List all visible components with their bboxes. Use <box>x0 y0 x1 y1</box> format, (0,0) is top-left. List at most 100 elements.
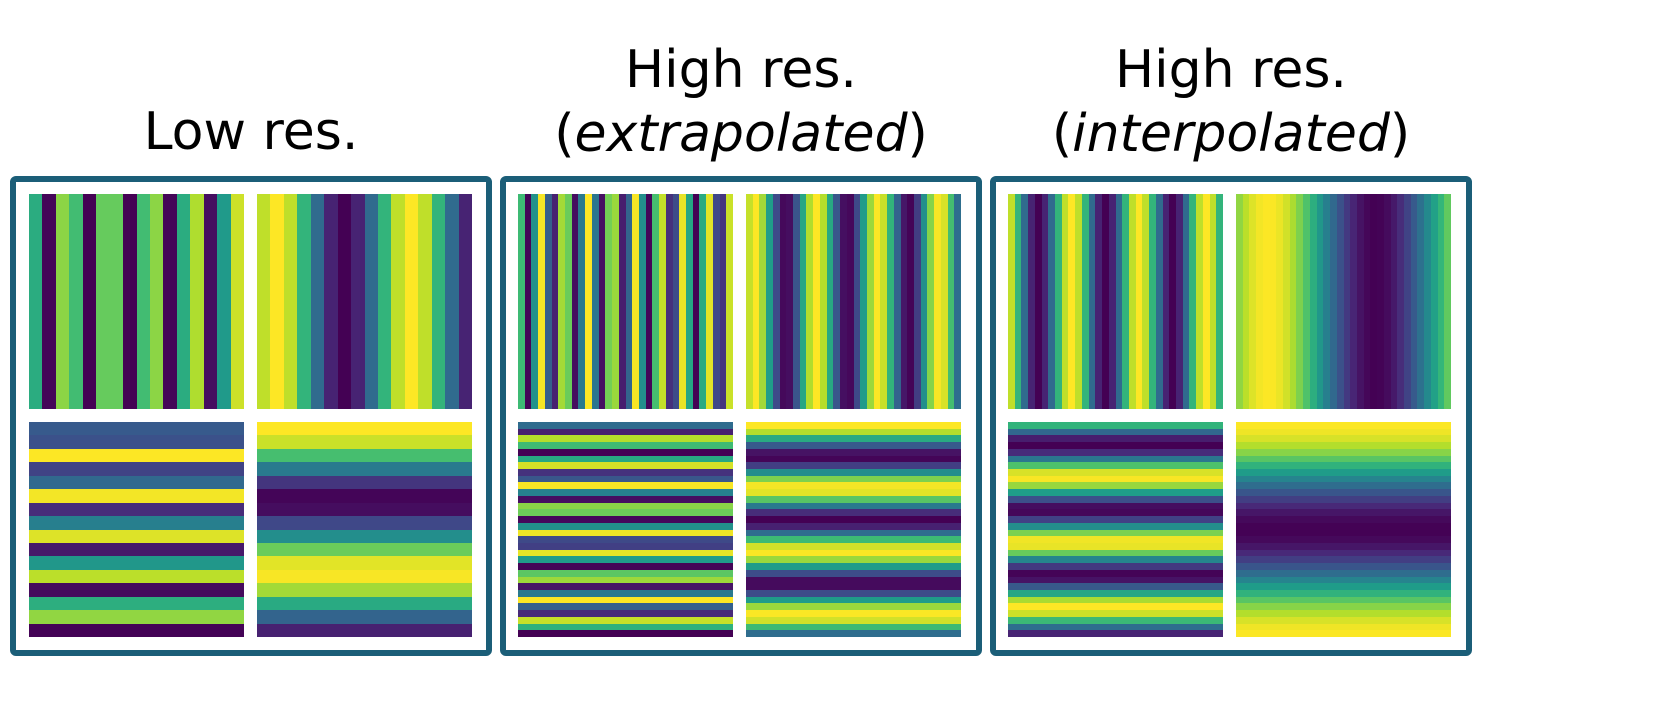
pattern-stripe <box>518 603 733 611</box>
pattern-stripe <box>913 194 921 409</box>
pattern-stripe <box>518 583 733 590</box>
pattern-stripe <box>1095 194 1103 409</box>
pattern-stripe <box>257 435 472 449</box>
pattern-stripe <box>746 563 961 570</box>
pattern-tile-extrapolated-horizontal-high-freq <box>518 422 733 637</box>
pattern-stripe <box>1236 469 1451 476</box>
pattern-stripe <box>1236 442 1451 449</box>
pattern-stripe <box>544 194 552 409</box>
pattern-stripe <box>746 475 961 483</box>
pattern-stripe <box>1008 589 1223 597</box>
pattern-stripe <box>1135 194 1143 409</box>
pattern-stripe <box>29 556 244 570</box>
panel-frame-high-res-extrapolated <box>500 176 982 656</box>
pattern-stripe <box>29 610 244 624</box>
pattern-stripe <box>518 529 733 537</box>
pattern-tile-low-res-horizontal-low-freq <box>257 422 472 637</box>
pattern-stripe <box>1236 448 1451 456</box>
pattern-stripe <box>257 596 472 611</box>
pattern-stripe <box>1008 448 1223 456</box>
pattern-stripe <box>1028 194 1035 409</box>
pattern-stripe <box>29 623 244 637</box>
pattern-stripe <box>1008 462 1223 470</box>
pattern-stripe <box>1236 603 1451 611</box>
pattern-stripe <box>1236 536 1451 543</box>
pattern-stripe <box>163 194 177 409</box>
pattern-stripe <box>746 623 961 631</box>
pattern-stripe <box>1115 194 1123 409</box>
pattern-stripe <box>558 194 566 409</box>
pattern-stripe <box>1075 194 1082 409</box>
pattern-stripe <box>1424 194 1431 409</box>
pattern-stripe <box>873 194 881 409</box>
pattern-stripe <box>1081 194 1089 409</box>
pattern-stripe <box>880 194 888 409</box>
panel-title-line2: (interpolated) <box>1051 104 1411 164</box>
pattern-stripe <box>518 630 733 637</box>
pattern-stripe <box>351 194 365 409</box>
pattern-stripe <box>82 194 97 409</box>
pattern-stripe <box>445 194 459 409</box>
pattern-stripe <box>1128 194 1136 409</box>
pattern-stripe <box>518 610 733 617</box>
pattern-stripe <box>1343 194 1351 409</box>
pattern-stripe <box>746 469 961 476</box>
pattern-stripe <box>1216 194 1223 409</box>
pattern-stripe <box>746 502 961 510</box>
pattern-stripe <box>746 542 961 550</box>
pattern-stripe <box>1182 194 1190 409</box>
pattern-tile-low-res-horizontal-high-freq <box>29 422 244 637</box>
pattern-stripe <box>746 576 961 584</box>
pattern-stripe <box>645 194 653 409</box>
pattern-stripe <box>149 194 164 409</box>
pattern-stripe <box>1236 529 1451 537</box>
pattern-stripe <box>1008 482 1223 490</box>
pattern-stripe <box>1142 194 1150 409</box>
pattern-stripe <box>752 194 760 409</box>
pattern-stripe <box>176 194 191 409</box>
pattern-stripe <box>1236 509 1451 517</box>
pattern-stripe <box>518 576 733 584</box>
pattern-stripe <box>1008 435 1223 443</box>
pattern-stripe <box>518 542 733 550</box>
pattern-stripe <box>1236 623 1451 631</box>
pattern-stripe <box>1316 194 1324 409</box>
pattern-stripe <box>927 194 935 409</box>
pattern-stripe <box>29 489 244 503</box>
pattern-stripe <box>518 475 733 483</box>
pattern-stripe <box>257 502 472 517</box>
pattern-stripe <box>1008 509 1223 517</box>
pattern-stripe <box>518 482 733 490</box>
pattern-stripe <box>1236 583 1451 590</box>
pattern-stripe <box>746 630 961 637</box>
pattern-stripe <box>746 482 961 490</box>
pattern-stripe <box>518 623 733 631</box>
pattern-stripe <box>1383 194 1391 409</box>
pattern-stripe <box>1236 610 1451 617</box>
pattern-stripe <box>29 542 244 557</box>
pattern-stripe <box>826 194 834 409</box>
pattern-stripe <box>934 194 941 409</box>
pattern-tile-interpolated-horizontal-high-freq <box>1008 422 1223 637</box>
pattern-stripe <box>1236 428 1451 436</box>
pattern-stripe <box>518 469 733 476</box>
pattern-tile-extrapolated-vertical-high-freq <box>518 194 733 409</box>
pattern-stripe <box>1008 529 1223 537</box>
pattern-stripe <box>1370 194 1378 409</box>
pattern-stripe <box>364 194 378 409</box>
pattern-stripe <box>746 462 961 470</box>
pattern-stripe <box>706 194 713 409</box>
pattern-stripe <box>257 516 472 530</box>
pattern-stripe <box>518 516 733 523</box>
panel-title-line2: (extrapolated) <box>554 104 928 164</box>
pattern-stripe <box>257 542 472 557</box>
pattern-stripe <box>1236 556 1451 564</box>
pattern-stripe <box>1175 194 1183 409</box>
pattern-stripe <box>1008 596 1223 604</box>
pattern-stripe <box>1008 583 1223 590</box>
pattern-stripe <box>1236 435 1451 443</box>
pattern-stripe <box>719 194 727 409</box>
pattern-stripe <box>518 522 733 530</box>
pattern-stripe <box>1236 569 1451 577</box>
pattern-stripe <box>538 194 545 409</box>
